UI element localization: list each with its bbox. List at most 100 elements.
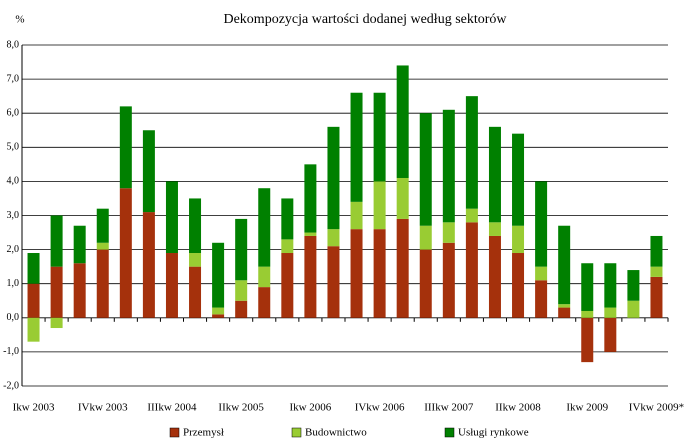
bar-segment [27, 317, 40, 342]
bar-segment [512, 253, 525, 318]
bar-segment [558, 225, 571, 305]
legend-label: Budownictwo [305, 427, 367, 439]
bar-segment [27, 283, 40, 318]
legend-label: Usługi rynkowe [458, 427, 529, 439]
bar-segment [465, 222, 478, 318]
x-tick-label: IIIkw 2004 [147, 402, 197, 414]
bar-segment [258, 266, 271, 288]
bar-segment [535, 181, 548, 267]
bar-segment [96, 208, 109, 243]
bar-segment [281, 198, 294, 240]
bar-segment [212, 314, 225, 318]
bar-segment [581, 310, 594, 318]
bar-segment [165, 181, 178, 254]
bar-segment [396, 218, 409, 318]
bar-segment [581, 263, 594, 311]
bar-segment [650, 276, 663, 318]
x-tick-label: IVkw 2009* [629, 402, 684, 414]
bar-segment [212, 307, 225, 315]
bar-segment [142, 130, 155, 213]
bar-segment [535, 266, 548, 281]
bar-segment [142, 212, 155, 318]
bar-segment [96, 249, 109, 318]
bar-segment [419, 225, 432, 250]
x-tick-label: Ikw 2003 [13, 402, 55, 414]
bar-segment [488, 235, 501, 318]
x-tick-label: IVkw 2006 [355, 402, 405, 414]
bar-segment [396, 65, 409, 178]
bar-segment [327, 229, 340, 247]
x-tick-label: IVkw 2003 [78, 402, 128, 414]
bar-segment [350, 229, 363, 318]
bar-segment [627, 300, 640, 318]
bar-segment [627, 270, 640, 301]
bar-segment [581, 317, 594, 363]
bar-segment [373, 229, 386, 318]
bar-segment [558, 307, 571, 318]
bar-segment [73, 225, 86, 264]
bar-segment [281, 253, 294, 318]
bar-segment [258, 188, 271, 267]
bar-segment [235, 300, 248, 318]
bar-segment [235, 218, 248, 281]
legend-swatch [291, 427, 302, 438]
bar-segment [212, 242, 225, 308]
bar-segment [350, 201, 363, 230]
legend-swatch [169, 427, 180, 438]
x-tick-label: Ikw 2009 [566, 402, 608, 414]
bar-segment [373, 92, 386, 182]
bar-segment [465, 96, 478, 209]
x-tick-label: IIkw 2008 [495, 402, 541, 414]
bar-segment [512, 225, 525, 254]
bar-segment [258, 287, 271, 318]
bar-segment [304, 164, 317, 233]
bar-segment [373, 181, 386, 230]
y-tick-label: -1,0 [3, 346, 19, 357]
legend-label: Przemysł [183, 427, 224, 439]
bar-segment [50, 266, 63, 318]
bar-segment [465, 208, 478, 223]
bar-segment [119, 106, 132, 189]
bar-segment [442, 242, 455, 318]
bar-segment [189, 266, 202, 318]
x-tick-label: IIkw 2005 [218, 402, 264, 414]
bar-segment [165, 253, 178, 318]
bar-segment [512, 133, 525, 226]
y-tick-label: 0,0 [7, 312, 20, 323]
y-tick-label: -2,0 [3, 380, 19, 391]
y-tick-label: 7,0 [7, 73, 20, 84]
y-tick-label: 5,0 [7, 142, 20, 153]
y-tick-label: 1,0 [7, 278, 20, 289]
y-axis-label: % [15, 14, 24, 26]
bar-segment [281, 239, 294, 254]
bar-segment [419, 113, 432, 226]
bar-segment [488, 126, 501, 223]
bar-segment [73, 263, 86, 318]
x-tick-label: Ikw 2006 [289, 402, 331, 414]
chart-title: Dekompozycja wartości dodanej według sek… [223, 12, 507, 27]
bar-segment [488, 222, 501, 236]
bar-segment [535, 280, 548, 318]
bar-segment [96, 242, 109, 250]
bar-segment [442, 109, 455, 223]
bar-segment [558, 304, 571, 308]
y-tick-label: 2,0 [7, 244, 20, 255]
bar-segment [350, 92, 363, 202]
bar-segment [304, 232, 317, 236]
bar-segment [442, 222, 455, 243]
legend-swatch [444, 427, 455, 438]
bar-segment [327, 246, 340, 318]
y-tick-label: 6,0 [7, 107, 20, 118]
bar-segment [327, 126, 340, 230]
bar-segment [235, 280, 248, 301]
bar-segment [189, 253, 202, 267]
bar-segment [650, 235, 663, 267]
bar-segment [27, 253, 40, 284]
bar-segment [650, 266, 663, 277]
bar-segment [604, 307, 617, 318]
y-tick-label: 4,0 [7, 176, 20, 187]
y-tick-label: 3,0 [7, 210, 20, 221]
bar-segment [419, 249, 432, 318]
bar-segment [50, 317, 63, 329]
